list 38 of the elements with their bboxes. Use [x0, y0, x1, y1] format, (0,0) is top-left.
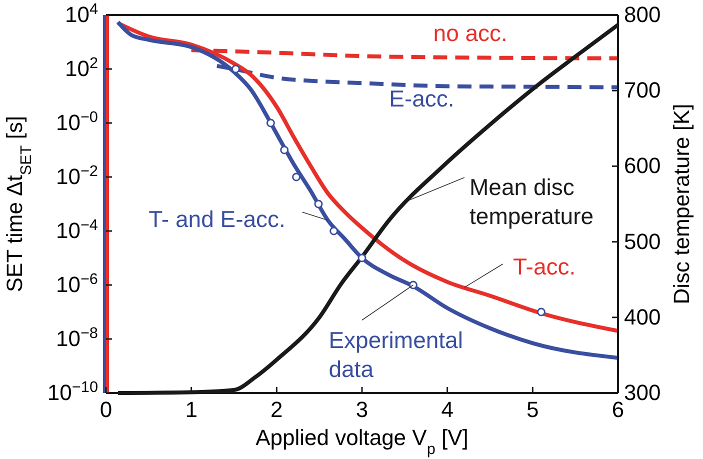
y2-tick-label: 600 — [624, 153, 661, 178]
y2-tick-label: 300 — [624, 380, 661, 405]
x-tick-label: 4 — [441, 397, 454, 422]
point — [280, 146, 289, 154]
point — [330, 226, 338, 236]
point — [358, 254, 366, 262]
x-tick-label: 1 — [185, 397, 198, 422]
y-tick-label: 10$^{−0}$ — [56, 108, 98, 135]
point — [266, 118, 275, 128]
series-label: E-acc. — [389, 86, 454, 112]
point — [231, 64, 240, 74]
y-tick-label: 10$^{−6}$ — [56, 270, 98, 297]
y-tick-label: 10$^{2}$ — [64, 54, 98, 81]
series-label: T- and E-acc. — [148, 206, 286, 232]
y-tick-label: 10$^{−4}$ — [56, 216, 98, 243]
y2-tick-label: 400 — [624, 304, 661, 330]
series-label: Mean disc temperature — [470, 174, 594, 229]
point — [292, 172, 301, 182]
point — [408, 280, 418, 290]
y2-tick-label: 500 — [624, 228, 661, 254]
x-tick-label: 3 — [356, 397, 368, 422]
series-label: no acc. — [433, 20, 508, 46]
x-tick-label: 5 — [526, 397, 539, 422]
text: Experimental data — [328, 326, 463, 382]
point — [314, 200, 323, 208]
point — [536, 308, 546, 316]
x-tick-label: 6 — [612, 397, 624, 422]
y2-tick-label: 700 — [624, 78, 661, 103]
y2-tick-label: 800 — [624, 2, 661, 27]
y-tick-label: 10$^{−10}$ — [47, 378, 98, 405]
y-tick-label: 10$^{−2}$ — [56, 162, 98, 189]
series-label: T-acc. — [513, 253, 576, 280]
y-tick-label: 10$^{4}$ — [64, 0, 98, 27]
x-tick-label: 0 — [100, 397, 112, 422]
x-axis-title: Applied voltage V$_{p}$ [V] — [256, 425, 468, 458]
x-tick-label: 2 — [270, 397, 283, 422]
y-tick-label: 10$^{−8}$ — [56, 324, 98, 351]
y2-axis-title: Disc temperature [K] — [669, 104, 694, 304]
